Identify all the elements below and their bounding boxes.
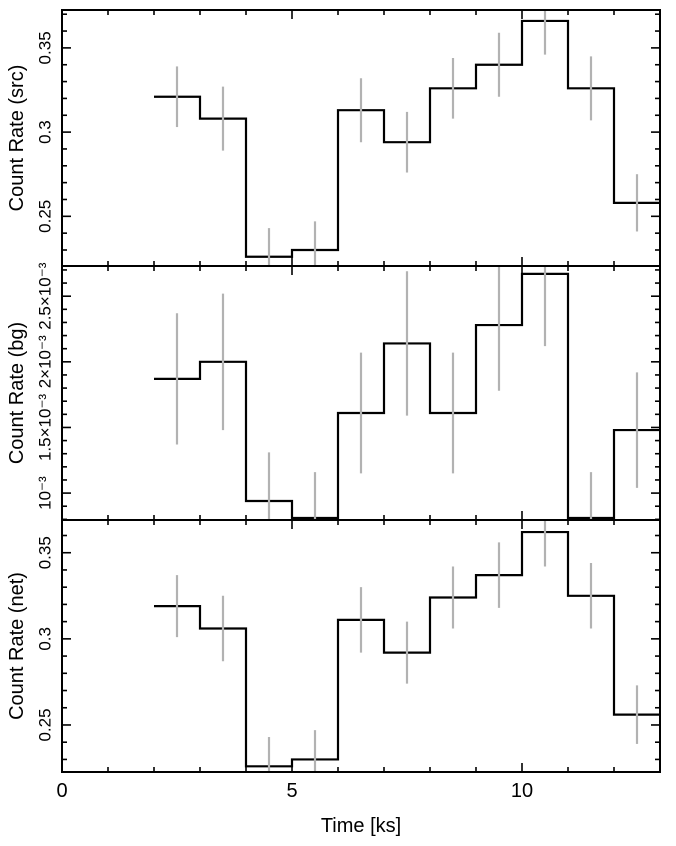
y-tick-label-bg: 10⁻³ bbox=[36, 476, 55, 510]
y-tick-label-src: 0.35 bbox=[36, 31, 55, 64]
x-tick-label: 5 bbox=[286, 780, 297, 802]
error-bars-net bbox=[175, 520, 639, 772]
y-tick-label-bg: 2.5×10⁻³ bbox=[36, 262, 55, 329]
panel-net: 0.25 0.3 0.35 Count Rate (net) bbox=[6, 519, 661, 773]
y-tick-label-net: 0.35 bbox=[36, 536, 55, 569]
y-tick-label-net: 0.3 bbox=[36, 627, 55, 651]
error-bars-src bbox=[175, 10, 639, 266]
panel-bg: 10⁻³ 1.5×10⁻³ 2×10⁻³ 2.5×10⁻³ Count Rate (bg… bbox=[6, 262, 661, 521]
y-tick-label-src: 0.3 bbox=[36, 120, 55, 144]
x-tick-label: 10 bbox=[511, 780, 533, 802]
y-axis-title-src: Count Rate (src) bbox=[6, 65, 28, 212]
x-tick-label: 0 bbox=[56, 780, 67, 802]
error-bars-bg bbox=[175, 266, 639, 520]
y-tick-label-bg: 1.5×10⁻³ bbox=[36, 394, 55, 461]
y-axis-title-bg: Count Rate (bg) bbox=[6, 322, 28, 464]
y-tick-label-net: 0.25 bbox=[36, 708, 55, 741]
y-tick-label-src: 0.25 bbox=[36, 200, 55, 233]
x-axis-title: Time [ks] bbox=[321, 815, 401, 837]
panel-src: 0.25 0.3 0.35 Count Rate (src) bbox=[6, 9, 661, 267]
y-axis-title-net: Count Rate (net) bbox=[6, 572, 28, 720]
panel-border-net bbox=[61, 519, 661, 773]
y-tick-label-bg: 2×10⁻³ bbox=[36, 335, 55, 388]
